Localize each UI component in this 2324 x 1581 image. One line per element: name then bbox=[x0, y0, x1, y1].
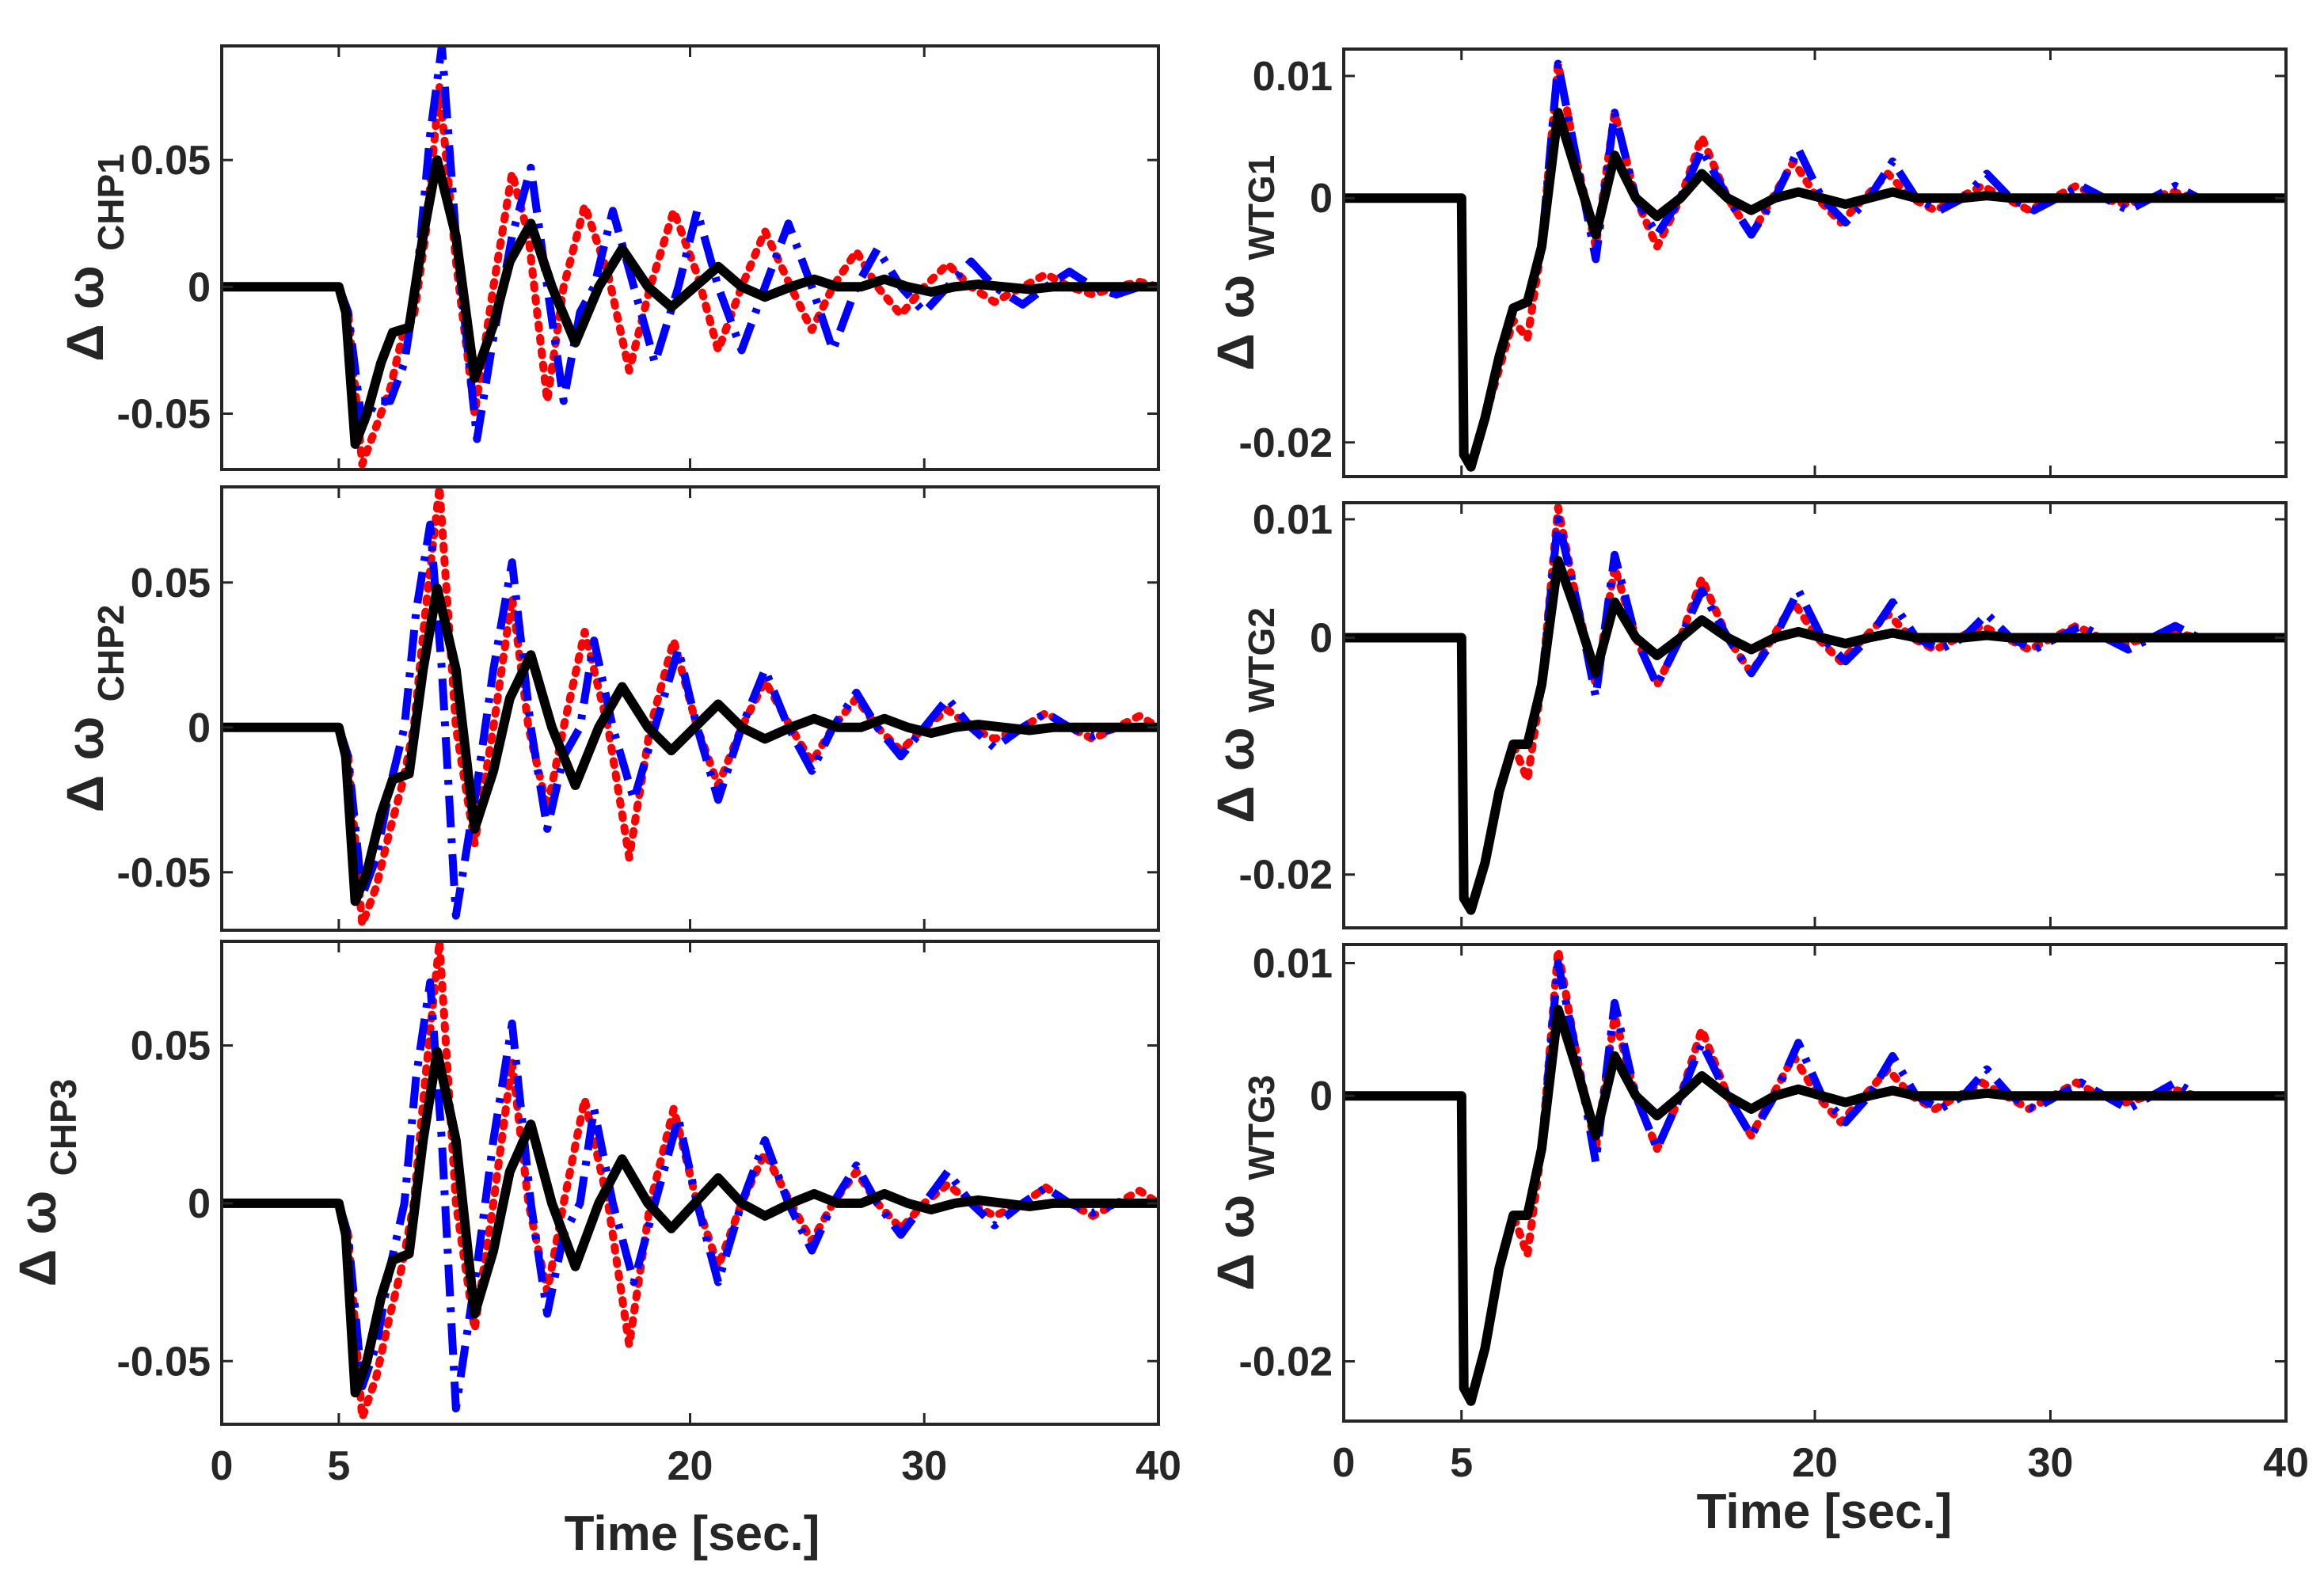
series-line-blue bbox=[1344, 515, 2286, 914]
y-tick-label: 0.01 bbox=[1253, 497, 1333, 543]
y-tick-label: -0.05 bbox=[116, 1339, 211, 1385]
y-tick-label: -0.02 bbox=[1238, 853, 1333, 899]
y-axis-label-symbol: Δ ω bbox=[55, 701, 114, 812]
series-line-blue bbox=[1344, 959, 2286, 1405]
series-line-blue bbox=[222, 978, 1158, 1413]
subplot-wtg1: -0.02 0 0.01 Δ ω WTG1 bbox=[1206, 48, 2288, 478]
y-axis-label: Δ ω CHP1 bbox=[55, 154, 131, 362]
y-tick-label: 0.05 bbox=[131, 1024, 211, 1070]
series-line-red bbox=[222, 487, 1158, 929]
x-tick-label: 20 bbox=[1792, 1440, 1838, 1486]
series-line-black bbox=[1344, 1005, 2286, 1406]
y-axis-label-symbol: Δ ω bbox=[8, 1176, 67, 1286]
x-tick-label: 5 bbox=[327, 1443, 350, 1489]
series-line-black bbox=[222, 155, 1158, 449]
y-tick-label: 0.05 bbox=[131, 561, 211, 606]
y-axis-label: Δ ω WTG1 bbox=[1206, 155, 1282, 371]
y-tick-label: 0 bbox=[188, 1181, 211, 1227]
y-axis-label-symbol: Δ ω bbox=[1206, 1180, 1265, 1291]
subplot-chp3: 0 5 20 30 40 -0.05 0 0.05 Δ ω CHP3 bbox=[8, 940, 1181, 1489]
y-tick-label: -0.05 bbox=[116, 850, 211, 896]
y-axis-label: Δ ω CHP2 bbox=[55, 605, 131, 813]
y-axis-label-subscript: WTG3 bbox=[1241, 1075, 1282, 1180]
x-tick-label: 0 bbox=[1333, 1440, 1356, 1486]
series-line-black bbox=[1344, 556, 2286, 915]
series-line-blue bbox=[222, 520, 1158, 920]
series-line-blue bbox=[1344, 59, 2286, 471]
y-tick-label: 0 bbox=[1310, 176, 1333, 222]
series-line-blue bbox=[222, 46, 1158, 443]
y-axis-label-symbol: Δ ω bbox=[55, 251, 114, 362]
y-tick-label: 0 bbox=[188, 264, 211, 310]
y-tick-label: -0.02 bbox=[1238, 420, 1333, 466]
y-tick-label: 0.01 bbox=[1253, 54, 1333, 100]
series-line-red bbox=[1344, 504, 2286, 914]
x-tick-label: 20 bbox=[668, 1443, 713, 1489]
subplot-wtg2: -0.02 0 0.01 Δ ω WTG2 bbox=[1206, 497, 2288, 929]
x-tick-label: 5 bbox=[1450, 1440, 1473, 1486]
y-axis-label-subscript: CHP1 bbox=[90, 154, 131, 251]
y-axis-label-subscript: WTG1 bbox=[1241, 155, 1282, 260]
y-tick-label: -0.05 bbox=[116, 392, 211, 438]
subplot-wtg3: 0 5 20 30 40 -0.02 0 0.01 Δ ω WTG3 bbox=[1206, 941, 2309, 1486]
y-axis-label: Δ ω CHP3 bbox=[8, 1079, 84, 1287]
y-axis-label: Δ ω WTG2 bbox=[1206, 607, 1282, 823]
x-axis-label-left: Time [sec.] bbox=[565, 1507, 820, 1561]
x-axis-label-right: Time [sec.] bbox=[1697, 1484, 1953, 1539]
x-tick-label: 40 bbox=[1135, 1443, 1181, 1489]
series-line-red bbox=[222, 82, 1158, 469]
y-axis-label-subscript: CHP3 bbox=[43, 1079, 84, 1176]
x-tick-label: 40 bbox=[2263, 1440, 2309, 1486]
series-line-black bbox=[222, 583, 1158, 906]
y-tick-label: 0 bbox=[1310, 1074, 1333, 1119]
y-axis-label-symbol: Δ ω bbox=[1206, 260, 1265, 371]
y-tick-label: 0 bbox=[1310, 616, 1333, 662]
y-axis-label: Δ ω WTG3 bbox=[1206, 1075, 1282, 1291]
y-tick-label: 0.01 bbox=[1253, 941, 1333, 986]
y-tick-label: 0.05 bbox=[131, 138, 211, 184]
y-axis-label-subscript: CHP2 bbox=[90, 605, 131, 702]
series-line-black bbox=[222, 1047, 1158, 1398]
series-line-black bbox=[1344, 108, 2286, 472]
series-line-red bbox=[1344, 59, 2286, 471]
x-tick-label: 0 bbox=[211, 1443, 234, 1489]
y-tick-label: 0 bbox=[188, 705, 211, 751]
y-axis-label-symbol: Δ ω bbox=[1206, 713, 1265, 823]
y-tick-label: -0.02 bbox=[1238, 1340, 1333, 1385]
x-tick-label: 30 bbox=[901, 1443, 947, 1489]
series-line-red bbox=[1344, 945, 2286, 1405]
y-axis-label-subscript: WTG2 bbox=[1241, 607, 1282, 713]
x-tick-label: 30 bbox=[2028, 1440, 2074, 1486]
